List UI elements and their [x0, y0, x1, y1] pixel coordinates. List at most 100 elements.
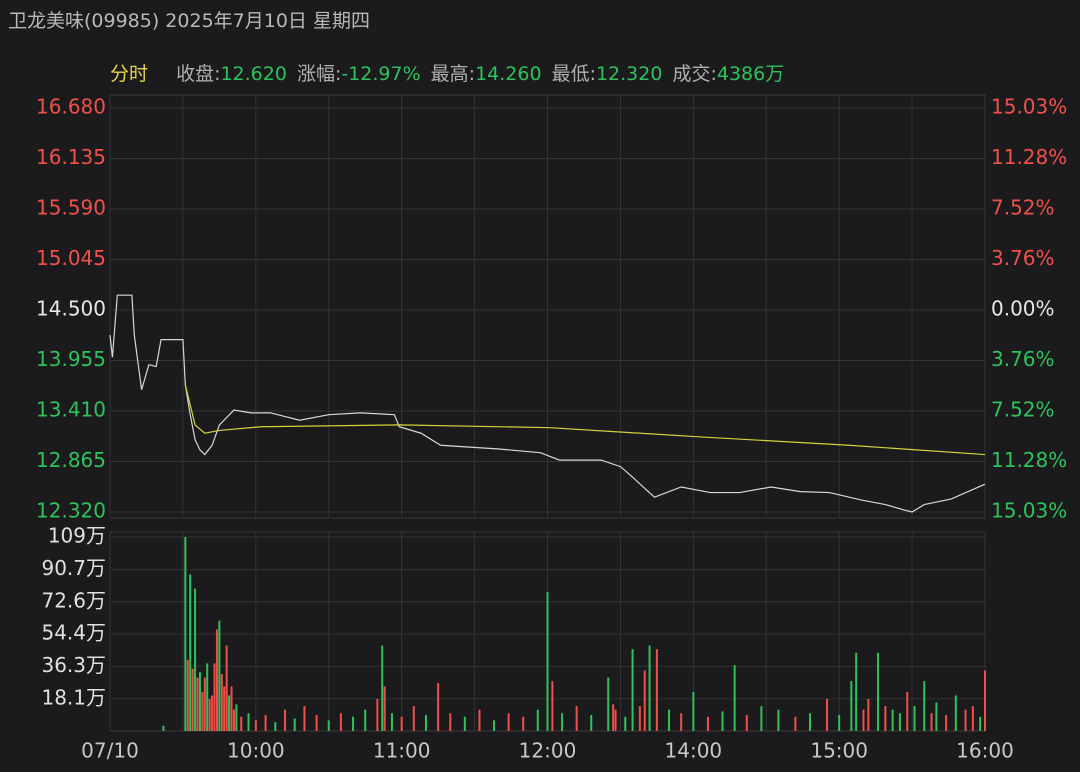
y-tick-label: 12.320 [36, 499, 106, 523]
y-tick-label: 14.500 [36, 297, 106, 321]
y-tick-label: 13.955 [36, 347, 106, 371]
volume-bar [449, 713, 452, 731]
volume-bar [631, 649, 634, 731]
volume-bar [884, 706, 887, 731]
volume-bar [218, 620, 221, 731]
volume-bar [638, 706, 641, 731]
volume-bar [206, 663, 209, 731]
y-tick-label: 109万 [48, 524, 106, 548]
volume-bar [655, 649, 658, 731]
volume-bar [536, 709, 539, 731]
volume-bar [327, 720, 330, 731]
volume-bar [850, 681, 853, 731]
volume-bar [215, 629, 218, 731]
y2-tick-label: 11.28% [991, 448, 1067, 472]
volume-bar [376, 698, 379, 731]
x-tick-label: 14:00 [665, 739, 723, 763]
x-tick-label: 12:00 [519, 739, 577, 763]
volume-bar [225, 645, 228, 731]
volume-bar [913, 706, 916, 731]
y-tick-label: 13.410 [36, 398, 106, 422]
stat-label: 成交: [672, 63, 717, 85]
y2-tick-label: 7.52% [991, 398, 1055, 422]
volume-bar [680, 713, 683, 731]
volume-bar [196, 677, 199, 731]
volume-bar [923, 681, 926, 731]
volume-bar [721, 711, 724, 731]
volume-bar [383, 686, 386, 731]
y-tick-label: 72.6万 [41, 588, 106, 612]
volume-bar [191, 668, 194, 731]
y2-tick-label: 3.76% [991, 246, 1055, 270]
y-tick-label: 16.680 [36, 95, 106, 119]
volume-bar [612, 704, 615, 731]
volume-bar [189, 574, 192, 731]
volume-bar [437, 682, 440, 731]
volume-bar [211, 695, 214, 731]
volume-bar [855, 652, 858, 731]
y-tick-label: 36.3万 [41, 653, 106, 677]
stat-value: 14.260 [475, 63, 542, 85]
stat-value: 12.320 [595, 63, 663, 85]
stat-value: 12.620 [220, 63, 287, 85]
volume-bar [777, 709, 780, 731]
volume-bar [906, 691, 909, 731]
volume-bar [877, 652, 880, 731]
volume-bar [954, 695, 957, 731]
volume-bar [424, 714, 427, 731]
volume-bar [478, 709, 481, 731]
volume-bar [463, 716, 466, 731]
volume-bar [264, 714, 267, 731]
y2-tick-label: 7.52% [991, 195, 1055, 219]
price-line [109, 294, 986, 513]
y2-tick-label: 0.00% [991, 297, 1055, 321]
stats-bar: 分时 收盘:12.620 涨幅:-12.97% 最高:14.260 最低:12.320… [110, 59, 794, 86]
volume-bar [247, 713, 250, 731]
volume-bar [607, 677, 610, 731]
volume-bar [643, 670, 646, 731]
y-tick-label: 54.4万 [41, 621, 106, 645]
x-tick-label: 15:00 [810, 739, 868, 763]
stat-value: 4386万 [716, 63, 785, 85]
y2-tick-label: 15.03% [991, 499, 1067, 523]
volume-bar [230, 686, 233, 731]
volume-bar [692, 691, 695, 731]
volume-bar [984, 670, 986, 731]
volume-bar [930, 713, 933, 731]
volume-bar [838, 714, 841, 731]
x-tick-label: 16:00 [956, 739, 1014, 763]
volume-bar [400, 716, 403, 731]
volume-bar [898, 713, 901, 731]
volume-bar [575, 706, 578, 731]
volume-bar [364, 709, 367, 731]
stat-label: 涨幅: [296, 63, 342, 85]
stock-title: 卫龙美味(09985) 2025年7月10日 星期四 [8, 10, 370, 32]
volume-bar [220, 674, 223, 731]
volume-bar [794, 716, 797, 731]
volume-bar [891, 709, 894, 731]
volume-bar [935, 702, 938, 731]
volume-bar [352, 716, 355, 731]
volume-bar [507, 713, 510, 731]
volume-bar [624, 716, 627, 731]
stat-value: -12.97% [341, 63, 421, 85]
volume-bar [203, 677, 206, 731]
volume-bar [945, 714, 948, 731]
x-tick-label: 07/10 [81, 739, 139, 763]
y2-tick-label: 11.28% [991, 145, 1067, 169]
volume-bar [254, 720, 257, 731]
volume-bar [186, 659, 189, 731]
volume-bar [546, 592, 549, 731]
y-tick-label: 16.135 [36, 145, 106, 169]
volume-bar [706, 716, 709, 731]
y2-tick-label: 3.76% [991, 347, 1055, 371]
volume-bar [198, 672, 201, 731]
volume-bar [228, 695, 231, 731]
mode-tab[interactable]: 分时 [110, 63, 149, 85]
volume-bar [194, 588, 197, 731]
volume-bar [964, 709, 967, 731]
volume-bar [979, 716, 982, 731]
volume-bar [745, 714, 748, 731]
volume-bar [668, 709, 671, 731]
